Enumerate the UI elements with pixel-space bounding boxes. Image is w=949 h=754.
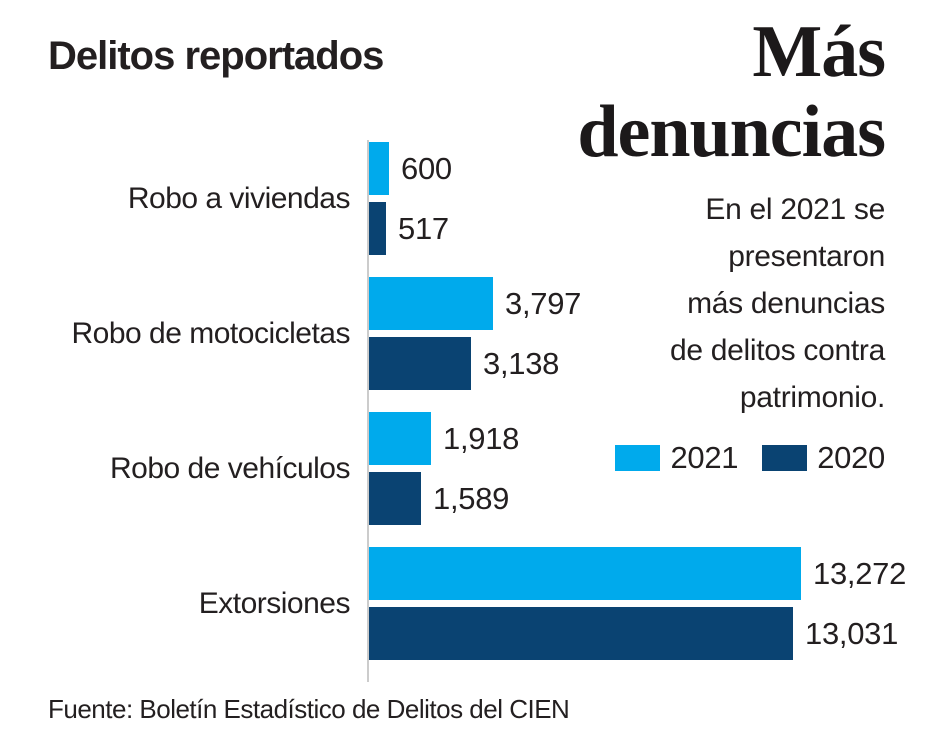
value-label-2021-3: 1,918	[443, 421, 520, 456]
legend-item-2020: 2020	[762, 440, 885, 476]
legend-swatch-2020	[762, 445, 808, 471]
bar-2021-1	[369, 142, 389, 195]
headline-description: En el 2021 se presentaron más denuncias de …	[565, 186, 885, 421]
source-note: Fuente: Boletín Estadístico de Delitos d…	[48, 694, 570, 724]
chart-title: Delitos reportados	[48, 34, 384, 78]
bar-2020-2	[369, 337, 471, 390]
value-label-2020-2: 3,138	[483, 346, 560, 381]
description-line: presentaron	[728, 240, 885, 273]
bar-2020-4	[369, 607, 793, 660]
value-label-2020-4: 13,031	[805, 616, 899, 651]
bar-2021-3	[369, 412, 431, 465]
legend-label-2020: 2020	[817, 440, 885, 475]
bar-2021-4	[369, 547, 801, 600]
value-label-2020-1: 517	[398, 211, 449, 246]
description-line: En el 2021 se	[705, 193, 885, 226]
value-label-2021-1: 600	[401, 151, 452, 186]
legend: 2021 2020	[615, 440, 885, 476]
value-label-2021-4: 13,272	[813, 556, 907, 591]
legend-label-2021: 2021	[670, 440, 739, 475]
description-line: patrimonio.	[739, 381, 885, 414]
category-label-4: Extorsiones	[198, 586, 351, 620]
legend-item-2021: 2021	[615, 440, 739, 476]
value-label-2020-3: 1,589	[433, 481, 510, 516]
legend-swatch-2021	[615, 445, 661, 471]
category-label-2: Robo de motocicletas	[71, 316, 351, 350]
bar-2021-2	[369, 277, 493, 330]
bar-2020-3	[369, 472, 421, 525]
category-label-3: Robo de vehículos	[110, 451, 351, 485]
value-label-2021-2: 3,797	[505, 286, 582, 321]
description-line: más denuncias	[687, 287, 885, 320]
description-line: de delitos contra	[669, 334, 885, 367]
category-label-1: Robo a viviendas	[127, 181, 351, 215]
bar-2020-1	[369, 202, 386, 255]
y-axis-line	[367, 140, 369, 682]
headline: Más denuncias	[577, 11, 886, 173]
